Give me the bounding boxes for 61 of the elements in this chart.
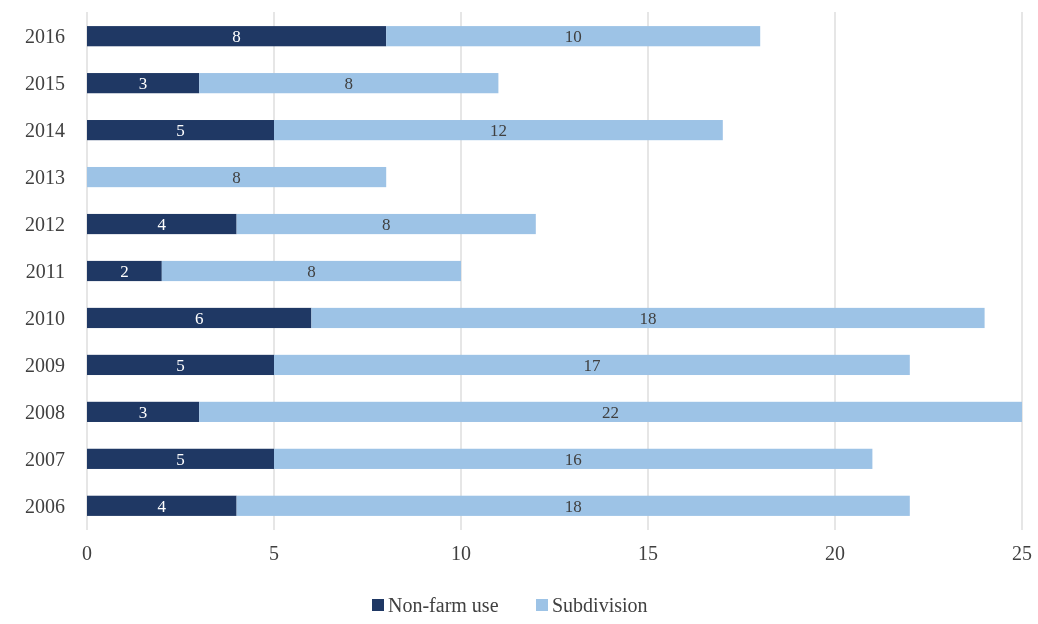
data-label: 5 [176, 355, 185, 375]
bar [87, 260, 162, 282]
y-tick-label: 2010 [25, 306, 65, 329]
bar [87, 120, 274, 141]
data-label: 8 [232, 27, 241, 47]
y-tick-label: 2013 [25, 166, 65, 189]
data-label: 3 [138, 74, 148, 94]
x-tick-label: 0 [82, 542, 92, 564]
data-label: 16 [564, 449, 582, 469]
bar [199, 401, 1022, 422]
bar [161, 260, 461, 282]
data-label: 8 [344, 74, 354, 94]
y-tick-label: 2008 [25, 400, 65, 423]
bar [87, 448, 274, 469]
y-tick-label: 2007 [25, 447, 65, 470]
data-label: 18 [639, 308, 657, 328]
bar [274, 354, 910, 376]
data-label: 18 [564, 496, 582, 516]
y-tick-label: 2014 [25, 119, 65, 142]
y-tick-label: 2015 [25, 72, 65, 95]
y-tick-label: 2006 [25, 494, 65, 517]
bar [311, 307, 985, 329]
x-tick-label: 20 [825, 542, 845, 564]
data-label: 3 [138, 402, 148, 422]
bar [87, 26, 387, 47]
x-tick-label: 10 [451, 542, 471, 564]
bar [87, 307, 312, 329]
bar [87, 401, 200, 422]
data-label: 4 [157, 215, 167, 235]
data-label: 8 [307, 262, 316, 281]
data-label: 10 [564, 27, 582, 47]
data-label: 4 [157, 496, 167, 516]
bar [87, 354, 274, 376]
x-tick-label: 25 [1012, 542, 1032, 564]
data-label: 5 [176, 121, 185, 141]
data-label: 5 [176, 449, 185, 469]
y-tick-label: 2011 [25, 260, 65, 282]
data-label: 8 [381, 215, 391, 235]
y-tick-label: 2012 [25, 213, 65, 236]
legend-label: Non-farm use [388, 594, 499, 616]
legend-label: Subdivision [552, 594, 648, 616]
bar [87, 73, 200, 94]
y-tick-label: 2009 [25, 353, 65, 376]
bar [87, 495, 237, 516]
bar [87, 166, 387, 188]
data-label: 6 [194, 308, 204, 328]
data-label: 2 [120, 262, 129, 281]
data-label: 17 [583, 355, 601, 375]
bar [274, 448, 873, 469]
bar [386, 26, 761, 47]
x-tick-label: 5 [269, 542, 279, 564]
data-label: 12 [489, 121, 507, 141]
bar [236, 495, 910, 516]
x-tick-label: 15 [638, 542, 658, 564]
bar [274, 120, 723, 141]
data-label: 8 [232, 168, 241, 188]
y-tick-label: 2016 [25, 25, 65, 48]
bar [236, 213, 536, 235]
data-label: 22 [602, 402, 620, 422]
bar [87, 213, 237, 235]
bar [199, 73, 499, 94]
